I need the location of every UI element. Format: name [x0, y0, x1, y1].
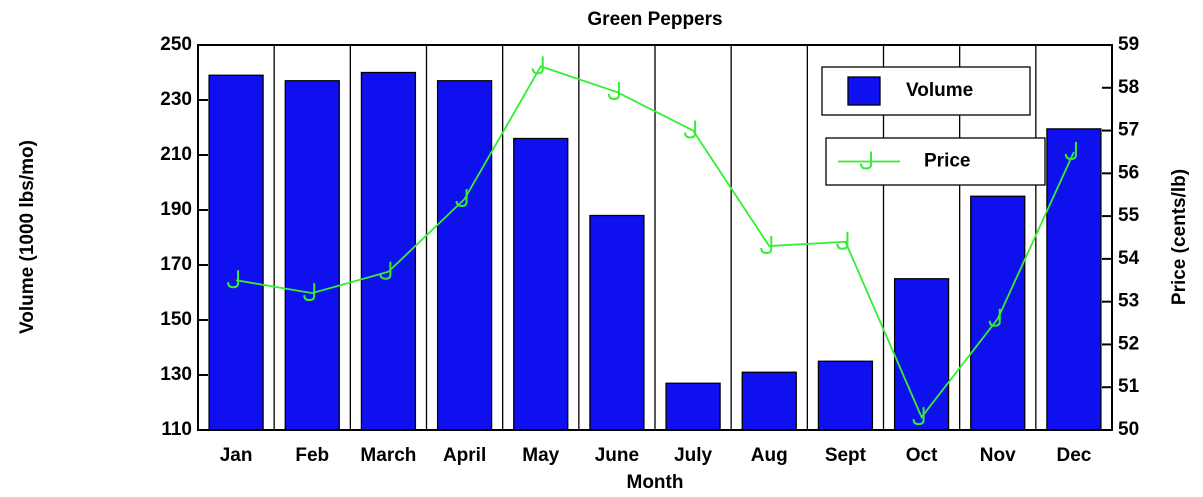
- line-marker: [760, 236, 773, 255]
- line-marker: [455, 189, 468, 208]
- y2-tick-label: 54: [1118, 248, 1140, 269]
- x-tick-label: April: [443, 445, 486, 466]
- bar: [436, 80, 493, 431]
- bar: [360, 71, 417, 431]
- y2-tick-label: 57: [1118, 120, 1139, 141]
- line-marker: [988, 308, 1001, 327]
- plot-frame: [197, 44, 1113, 431]
- legend-swatch: [847, 76, 881, 106]
- x-tick-label: Sept: [825, 445, 867, 466]
- line-marker: [303, 283, 316, 302]
- x-tick-label: Nov: [980, 445, 1016, 466]
- bar: [284, 80, 340, 431]
- bar: [893, 278, 950, 431]
- bar: [1046, 128, 1102, 431]
- bar: [817, 360, 874, 431]
- x-tick-label: Feb: [295, 445, 329, 466]
- y-tick-label: 250: [160, 34, 192, 55]
- y-tick-label: 170: [160, 254, 192, 275]
- y2-tick-label: 56: [1118, 162, 1139, 183]
- bar: [513, 137, 569, 431]
- x-tick-label: Oct: [906, 445, 938, 466]
- x-tick-label: July: [674, 445, 712, 466]
- line-marker: [379, 261, 392, 280]
- y2-tick-label: 53: [1118, 291, 1139, 312]
- line-marker: [1064, 141, 1077, 160]
- y2-tick-label: 59: [1118, 34, 1139, 55]
- legend-label: Price: [924, 151, 970, 172]
- bar: [589, 214, 645, 431]
- y2-tick-label: 58: [1118, 77, 1139, 98]
- y-axis-label: Volume (1000 lbs/mo): [17, 140, 38, 334]
- x-tick-label: Dec: [1056, 445, 1091, 466]
- x-tick-label: Aug: [751, 445, 788, 466]
- bar: [208, 74, 264, 431]
- y2-axis-label: Price (cents/lb): [1169, 169, 1190, 305]
- x-tick-label: Jan: [220, 445, 253, 466]
- bar: [970, 195, 1026, 431]
- legend-label: Volume: [906, 80, 973, 101]
- x-tick-label: June: [595, 445, 639, 466]
- y-tick-label: 230: [160, 89, 192, 110]
- x-tick-label: March: [360, 445, 416, 466]
- y2-tick-label: 51: [1118, 376, 1140, 397]
- legend-marker: [860, 151, 872, 170]
- line-marker: [227, 270, 240, 289]
- y-tick-label: 150: [160, 309, 192, 330]
- y2-tick-label: 55: [1118, 205, 1140, 226]
- x-tick-label: May: [522, 445, 559, 466]
- bar: [741, 371, 797, 431]
- line-marker: [607, 82, 620, 101]
- line: [235, 65, 1075, 419]
- y-tick-label: 130: [160, 364, 192, 385]
- line-marker: [912, 407, 925, 426]
- line-marker: [684, 120, 697, 139]
- y-tick-label: 210: [160, 144, 192, 165]
- line-marker: [836, 231, 849, 250]
- chart-title: Green Peppers: [587, 9, 722, 30]
- y2-tick-label: 52: [1118, 333, 1139, 354]
- y-tick-label: 190: [160, 199, 192, 220]
- y2-tick-label: 50: [1118, 419, 1139, 440]
- line-marker: [531, 56, 544, 75]
- y-tick-label: 110: [161, 419, 192, 440]
- bar: [665, 382, 721, 431]
- x-axis-label: Month: [627, 472, 684, 493]
